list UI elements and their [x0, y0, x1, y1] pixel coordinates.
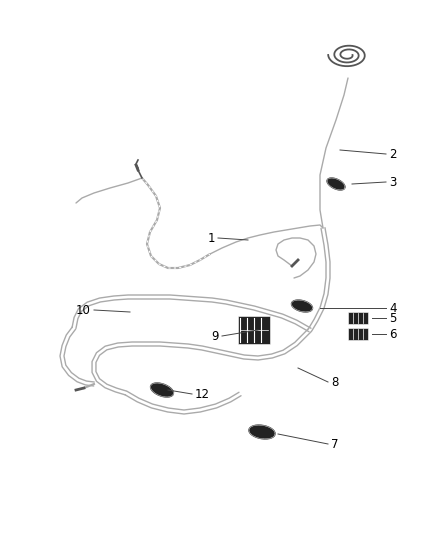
Text: 12: 12 [195, 387, 210, 400]
Text: 5: 5 [389, 311, 396, 325]
Text: 10: 10 [76, 303, 91, 317]
Polygon shape [249, 425, 275, 439]
Text: 8: 8 [331, 376, 339, 389]
Bar [348, 328, 368, 340]
Polygon shape [291, 300, 312, 312]
Text: 1: 1 [208, 231, 215, 245]
Polygon shape [151, 383, 173, 397]
Text: 7: 7 [331, 438, 339, 450]
Text: 9: 9 [212, 329, 219, 343]
Text: 6: 6 [389, 327, 396, 341]
Text: 4: 4 [389, 302, 396, 314]
Polygon shape [327, 178, 345, 190]
Bar [348, 312, 368, 324]
Text: 2: 2 [389, 148, 396, 160]
Bar [238, 316, 270, 344]
Text: 3: 3 [389, 175, 396, 189]
